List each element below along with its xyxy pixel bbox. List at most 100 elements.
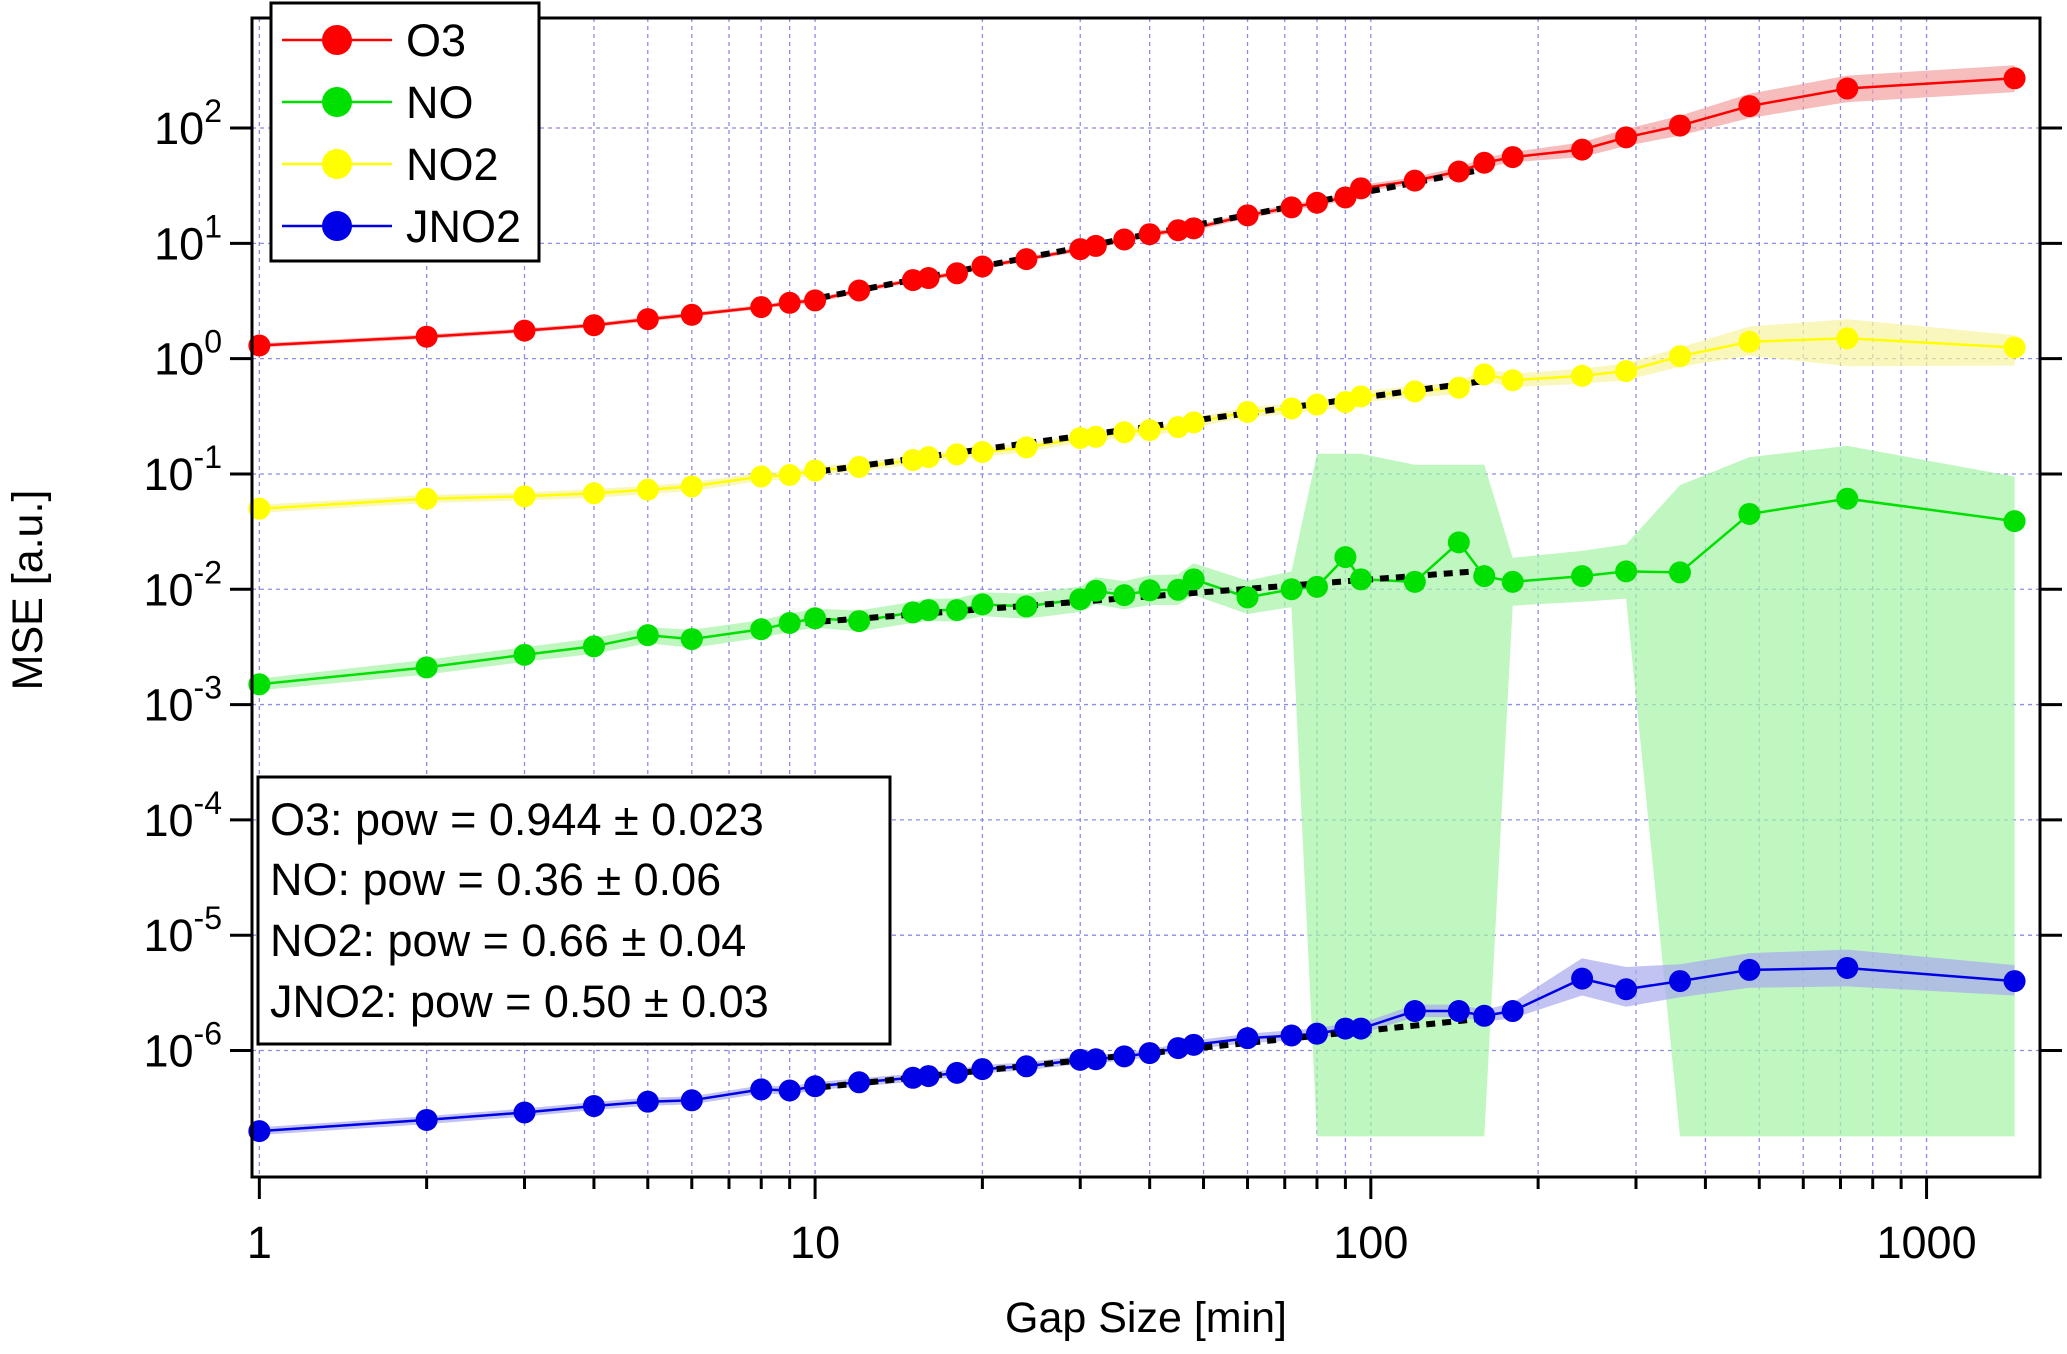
o3-data-point [971, 255, 994, 278]
plot-frame [250, 16, 2042, 1179]
no2-data-point [1349, 385, 1372, 408]
y-tick-label: 10-5 [143, 900, 222, 961]
legend-label-no2: NO2 [406, 139, 499, 190]
o3-data-point [2003, 67, 2026, 90]
no2-data-point [1138, 419, 1161, 442]
x-tick-label: 10 [790, 1217, 840, 1268]
no-data-point [971, 593, 994, 616]
jno2-data-point [582, 1095, 605, 1118]
jno2-data-point [636, 1090, 659, 1113]
no-data-point [1334, 546, 1357, 569]
jno2-data-point [750, 1078, 773, 1101]
o3-data-point [1403, 169, 1426, 192]
no-data-point [2003, 510, 2026, 533]
no2-data-point [248, 497, 271, 520]
y-tick-label: 102 [154, 93, 222, 154]
no-data-point [1668, 561, 1691, 584]
stats-jno2: JNO2: pow = 0.50 ± 0.03 [270, 976, 769, 1027]
jno2-data-point [513, 1101, 536, 1124]
o3-data-point [1015, 248, 1038, 271]
no-data-point [1403, 570, 1426, 593]
no-series-line [259, 497, 2015, 686]
stats-no: NO: pow = 0.36 ± 0.06 [270, 854, 721, 905]
jno2-data-point [1113, 1045, 1136, 1068]
no-data-point [1167, 578, 1190, 601]
jno2-data-point [778, 1079, 801, 1102]
no2-data-point [636, 478, 659, 501]
o3-data-point [582, 314, 605, 337]
y-tick-label: 101 [154, 208, 222, 269]
legend-label-jno2: JNO2 [406, 201, 521, 252]
jno2-data-point [1236, 1027, 1259, 1050]
no2-series-line [259, 337, 2015, 510]
o3-data-point [1138, 223, 1161, 246]
no2-data-point [1738, 330, 1761, 353]
no-data-point [1015, 595, 1038, 618]
jno2-data-point [1182, 1033, 1205, 1056]
jno2-data-point [1836, 956, 1859, 979]
y-tick-label: 10-6 [143, 1016, 222, 1077]
legend-marker-no2 [322, 149, 352, 179]
jno2-data-point [1280, 1024, 1303, 1047]
no2-data-point [778, 463, 801, 486]
no2-data-point [1447, 376, 1470, 399]
no-data-point [1349, 568, 1372, 591]
o3-data-point [1571, 138, 1594, 161]
o3-data-point [1615, 126, 1638, 149]
o3-data-point [804, 289, 827, 312]
stats-o3: O3: pow = 0.944 ± 0.023 [270, 794, 764, 845]
no-data-point [1236, 586, 1259, 609]
no-data-point [582, 635, 605, 658]
jno2-series-line [259, 966, 2015, 1133]
y-tick-label: 10-1 [143, 439, 222, 500]
x-axis-title: Gap Size [min] [1005, 1294, 1287, 1342]
no2-data-point [1113, 421, 1136, 444]
legend-label-o3: O3 [406, 15, 466, 66]
no-data-point [945, 599, 968, 622]
jno2-data-point [848, 1071, 871, 1094]
no2-data-point [415, 487, 438, 510]
no2-data-point [917, 446, 940, 469]
no-data-point [750, 618, 773, 641]
o3-data-point [248, 334, 271, 357]
o3-data-point [680, 303, 703, 326]
fit-statistics-box: O3: pow = 0.944 ± 0.023 NO: pow = 0.36 ±… [256, 775, 892, 1046]
no2-data-point [1084, 425, 1107, 448]
no-data-point [917, 599, 940, 622]
no2-data-point [804, 459, 827, 482]
jno2-data-point [1305, 1022, 1328, 1045]
no2-data-point [1571, 364, 1594, 387]
o3-data-point [1182, 217, 1205, 240]
no2-data-point [1015, 436, 1038, 459]
legend-marker-jno2 [322, 211, 352, 241]
jno2-data-point [1447, 1000, 1470, 1023]
stats-box-frame [256, 775, 892, 1046]
jno2-data-point [1138, 1042, 1161, 1065]
no-data-point [1571, 565, 1594, 588]
jno2-uncertainty-band [259, 949, 2015, 1135]
o3-data-point [1084, 234, 1107, 257]
no-data-point [636, 624, 659, 647]
no2-data-point [1236, 400, 1259, 423]
o3-data-point [1447, 160, 1470, 183]
jno2-data-point [917, 1065, 940, 1088]
no2-data-point [1615, 360, 1638, 383]
jno2-data-point [415, 1108, 438, 1131]
series-points [248, 67, 2026, 1143]
no2-data-point [1305, 393, 1328, 416]
o3-data-point [513, 319, 536, 342]
legend-marker-o3 [322, 25, 352, 55]
no2-data-point [680, 475, 703, 498]
no-data-point [778, 611, 801, 634]
o3-data-point [636, 308, 659, 331]
no2-data-point [1501, 369, 1524, 392]
no-data-point [1447, 531, 1470, 554]
o3-data-point [750, 296, 773, 319]
jno2-data-point [971, 1058, 994, 1081]
o3-data-point [1236, 204, 1259, 227]
y-tick-label: 100 [154, 324, 222, 385]
no-data-point [1615, 560, 1638, 583]
jno2-data-point [1473, 1004, 1496, 1027]
